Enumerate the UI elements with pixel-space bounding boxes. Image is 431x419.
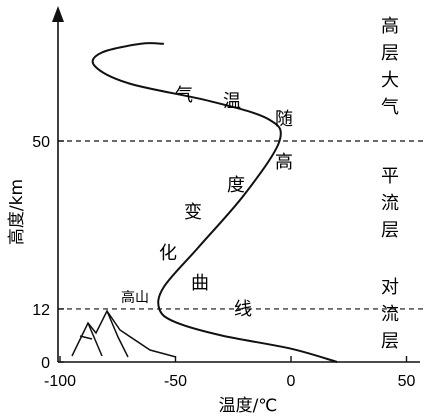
layer-char: 层	[381, 220, 399, 241]
layer-char: 气	[381, 97, 399, 118]
layer-char: 平	[381, 166, 399, 187]
curve-label-char: 曲	[191, 273, 209, 294]
curve-label-char: 线	[234, 299, 252, 320]
x-axis-title: 温度/℃	[219, 396, 278, 416]
curve-label-char: 温	[223, 91, 241, 112]
y-tick-labels: 0 12 50	[32, 134, 64, 372]
layer-char: 对	[381, 277, 399, 298]
mountain-icon	[71, 309, 177, 358]
layer-name-upper-atmosphere: 高 层 大 气	[381, 16, 399, 118]
layer-char: 流	[381, 304, 399, 325]
curve-label-char: 高	[275, 152, 293, 173]
layer-name-troposphere: 对 流 层	[381, 277, 399, 352]
y-axis-arrow	[52, 6, 64, 22]
layer-char: 大	[381, 70, 399, 91]
x-tick-labels: -100 -50 0 50	[44, 356, 416, 390]
x-tick-label: 50	[398, 373, 416, 390]
y-tick-label: 0	[41, 355, 50, 372]
y-tick-label: 12	[32, 302, 50, 319]
curve-label-char: 化	[159, 243, 177, 264]
layer-name-stratosphere: 平 流 层	[381, 166, 399, 241]
x-tick-label: -50	[164, 373, 187, 390]
y-tick-label: 50	[32, 134, 50, 151]
layer-char: 层	[381, 43, 399, 64]
curve-label-char: 随	[275, 109, 293, 130]
x-tick-label: -100	[44, 373, 76, 390]
x-tick-label: 0	[287, 373, 296, 390]
y-axis-title: 高度/km	[7, 179, 27, 245]
curve-label-char: 度	[227, 175, 245, 196]
layer-char: 层	[381, 331, 399, 352]
curve-label: 气 温 随 高 度 变 化 曲 线	[159, 85, 293, 320]
curve-label-char: 变	[184, 202, 202, 223]
layer-char: 高	[381, 16, 399, 37]
layer-char: 流	[381, 193, 399, 214]
mountain-label: 高山	[121, 289, 149, 306]
curve-label-char: 气	[175, 85, 193, 106]
temperature-curve	[91, 42, 338, 363]
